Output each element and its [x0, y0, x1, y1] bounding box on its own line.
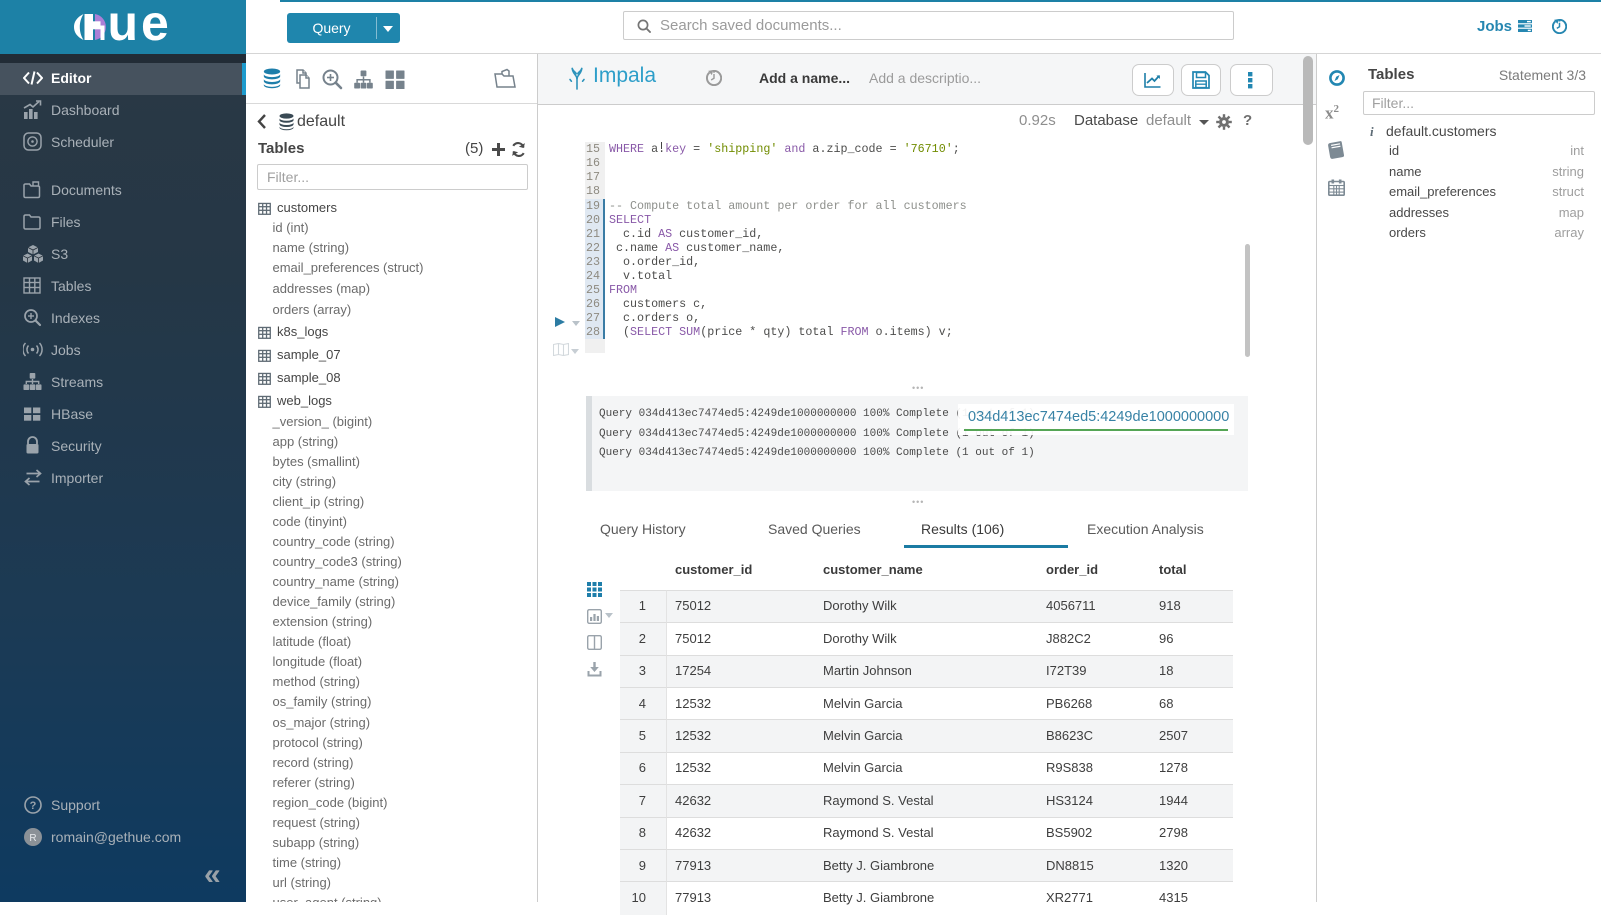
svg-text:?: ?: [30, 800, 37, 812]
svg-text:ue: ue: [108, 0, 172, 51]
svg-text:R: R: [29, 833, 36, 844]
